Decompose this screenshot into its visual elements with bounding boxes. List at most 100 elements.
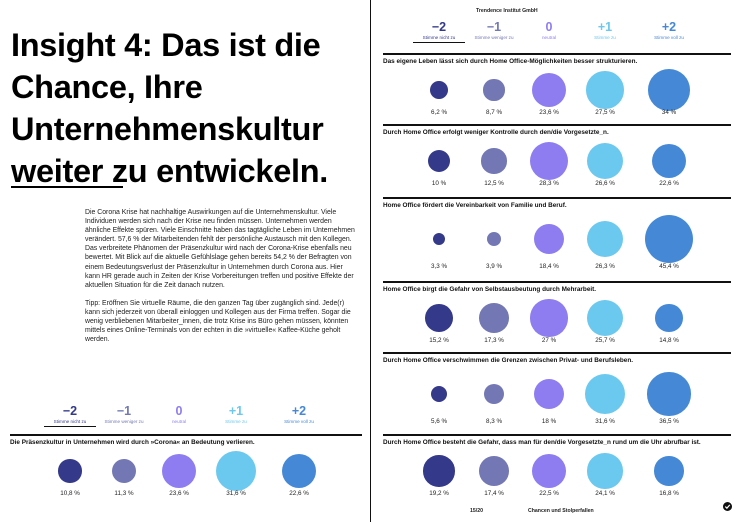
bubble-minus2 <box>427 149 451 173</box>
header-company: Trendence Institut GmbH <box>476 8 538 14</box>
bubble-minus1 <box>483 383 505 405</box>
scale-value: −2 <box>62 404 78 418</box>
bubble-plus1 <box>586 220 624 258</box>
percent-label: 23,6 % <box>539 109 559 116</box>
scale-underline <box>413 42 465 43</box>
percent-label: 16,8 % <box>659 490 679 497</box>
statement-row-selbstausbeutung: Home Office birgt die Gefahr von Selbsta… <box>383 281 731 351</box>
bubble-minus1 <box>112 459 136 483</box>
statement-text: Durch Home Office besteht die Gefahr, da… <box>383 439 701 446</box>
row-divider <box>383 434 731 436</box>
bubble-plus2 <box>654 456 684 486</box>
percent-label: 34 % <box>661 109 677 116</box>
statement-row-struktur: Das eigene Leben lässt sich durch Home O… <box>383 53 731 123</box>
bubble-neutral <box>161 453 197 489</box>
percent-label: 24,1 % <box>595 490 615 497</box>
statement-text: Durch Home Office verschwimmen die Grenz… <box>383 357 634 364</box>
row-divider <box>383 197 731 199</box>
bubble-minus2 <box>423 455 455 487</box>
percent-label: 5,6 % <box>430 418 448 425</box>
bubble-neutral <box>530 299 568 337</box>
bubble-neutral <box>533 223 565 255</box>
percent-label: 36,5 % <box>659 418 679 425</box>
scale-label: Stimme nicht zu <box>53 419 87 424</box>
percent-label: 11,3 % <box>114 490 134 497</box>
scale-item-minus1: −1 Stimme weniger zu <box>464 20 524 41</box>
percent-label: 19,2 % <box>429 490 449 497</box>
percent-label: 12,5 % <box>484 180 504 187</box>
percent-label: 26,3 % <box>595 263 615 270</box>
bubble-minus2 <box>425 304 453 332</box>
scale-label: Stimme weniger zu <box>104 419 144 424</box>
percent-label: 18 % <box>541 418 557 425</box>
scale-item-plus1: +1 Stimme zu <box>575 20 635 41</box>
scale-value: −1 <box>116 404 132 418</box>
percent-label: 6,2 % <box>430 109 448 116</box>
scale-value: +2 <box>661 20 677 34</box>
percent-label: 31,6 % <box>595 418 615 425</box>
row-divider <box>10 434 362 436</box>
scale-item-minus2: −2 Stimme nicht zu <box>409 20 469 41</box>
bubble-plus2 <box>655 304 683 332</box>
scale-label: Stimme zu <box>594 35 616 40</box>
statement-row-kontrolle: Durch Home Office erfolgt weniger Kontro… <box>383 124 731 194</box>
scale-underline <box>44 426 96 427</box>
scale-value: −1 <box>486 20 502 34</box>
body-paragraph-intro: Die Corona Krise hat nachhaltige Auswirk… <box>85 209 355 289</box>
percent-label: 26,6 % <box>595 180 615 187</box>
bubble-plus1 <box>215 450 257 492</box>
body-copy: Die Corona Krise hat nachhaltige Auswirk… <box>85 208 357 353</box>
scale-label: Stimme zu <box>225 419 247 424</box>
footer-section-title: Chancen und Stolperfallen <box>528 508 594 514</box>
statement-row-erreichbarkeit: Durch Home Office besteht die Gefahr, da… <box>383 434 731 504</box>
row-divider <box>383 281 731 283</box>
percent-label: 28,3 % <box>539 180 559 187</box>
bubble-minus2 <box>430 385 448 403</box>
percent-label: 23,6 % <box>169 490 189 497</box>
bubble-plus2 <box>648 69 690 111</box>
bubble-plus1 <box>587 453 623 489</box>
statement-text: Home Office birgt die Gefahr von Selbsta… <box>383 286 597 293</box>
percent-label: 15,2 % <box>429 337 449 344</box>
scale-item-neutral: 0 neutral <box>519 20 579 41</box>
statement-text: Das eigene Leben lässt sich durch Home O… <box>383 58 638 65</box>
brand-logo-icon <box>723 502 732 511</box>
scale-value: −2 <box>431 20 447 34</box>
bubble-minus2 <box>432 232 446 246</box>
scale-value: 0 <box>545 20 553 34</box>
scale-item-plus2: +2 Stimme voll zu <box>269 404 329 425</box>
scale-item-minus1: −1 Stimme weniger zu <box>94 404 154 425</box>
scale-label: Stimme nicht zu <box>422 35 456 40</box>
bubble-plus2 <box>644 214 694 264</box>
body-paragraph-tip: Tipp: Eröffnen Sie virtuelle Räume, die … <box>85 299 351 344</box>
statement-text: Home Office fördert die Vereinbarkeit vo… <box>383 202 567 209</box>
row-divider <box>383 124 731 126</box>
percent-label: 10,8 % <box>60 490 80 497</box>
scale-label: Stimme weniger zu <box>474 35 514 40</box>
scale-item-neutral: 0 neutral <box>149 404 209 425</box>
percent-label: 17,3 % <box>484 337 504 344</box>
percent-label: 22,6 % <box>289 490 309 497</box>
headline-rule <box>11 186 123 188</box>
percent-label: 18,4 % <box>539 263 559 270</box>
bubble-plus1 <box>586 71 624 109</box>
scale-item-plus2: +2 Stimme voll zu <box>639 20 699 41</box>
bubble-neutral <box>532 454 566 488</box>
row-divider <box>383 53 731 55</box>
scale-value: +2 <box>291 404 307 418</box>
scale-label: neutral <box>541 35 557 40</box>
bubble-minus1 <box>483 79 505 101</box>
bubble-plus1 <box>586 299 624 337</box>
scale-item-minus2: −2 Stimme nicht zu <box>40 404 100 425</box>
bubble-neutral <box>533 378 565 410</box>
footer-page-number: 15/20 <box>470 508 483 514</box>
bubble-minus1 <box>479 303 509 333</box>
percent-label: 14,8 % <box>659 337 679 344</box>
scale-label: neutral <box>171 419 187 424</box>
bubble-minus2 <box>430 81 448 99</box>
bubble-minus1 <box>481 148 507 174</box>
percent-label: 22,6 % <box>659 180 679 187</box>
bubble-minus1 <box>479 456 509 486</box>
bubble-neutral <box>531 72 567 108</box>
percent-label: 10 % <box>431 180 447 187</box>
